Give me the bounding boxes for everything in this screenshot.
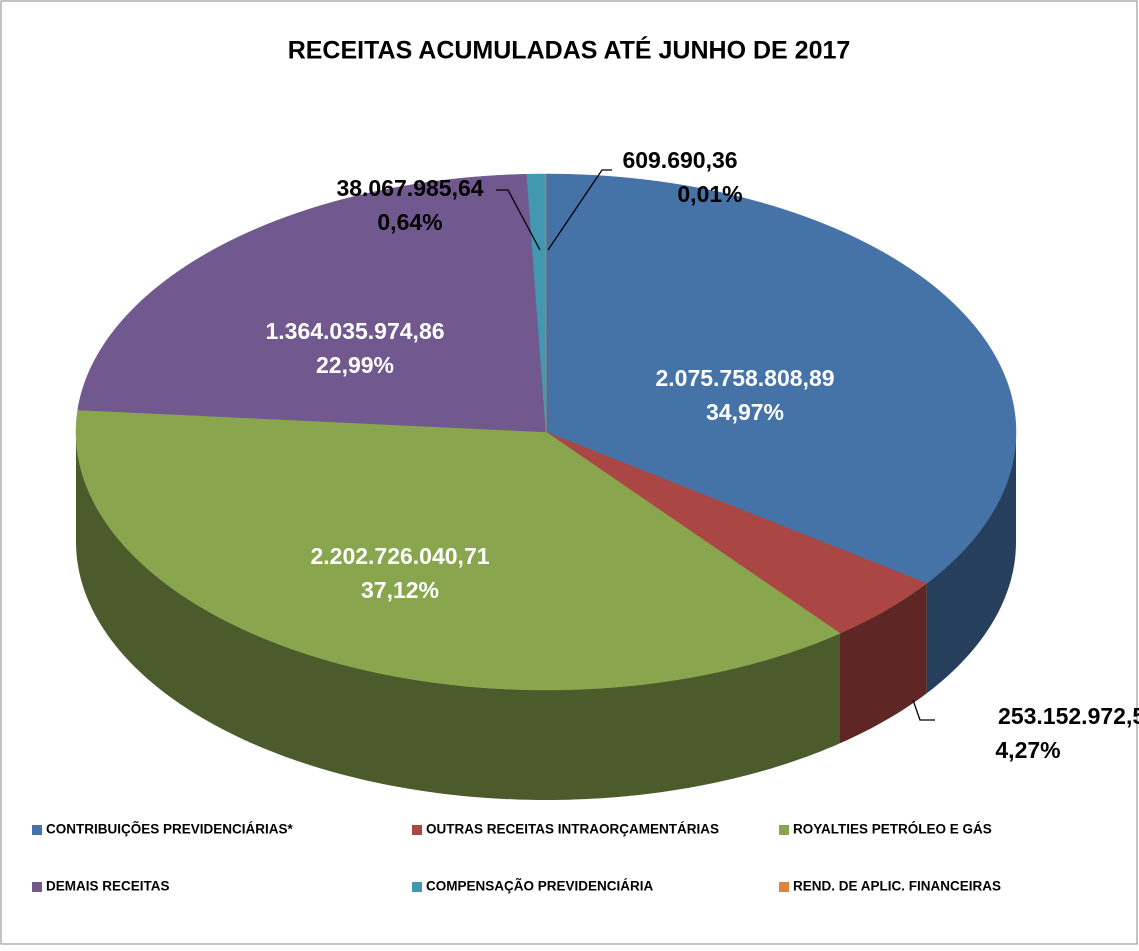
percent-label: 22,99% — [316, 352, 394, 378]
data-label: 253.152.972,58 — [998, 703, 1139, 729]
legend-swatch — [412, 825, 422, 835]
legend-swatch — [32, 882, 42, 892]
legend-label: REND. DE APLIC. FINANCEIRAS — [793, 879, 1001, 894]
chart-title: RECEITAS ACUMULADAS ATÉ JUNHO DE 2017 — [288, 36, 851, 65]
legend-label: ROYALTIES PETRÓLEO E GÁS — [793, 822, 992, 837]
legend-swatch — [779, 825, 789, 835]
percent-label: 37,12% — [361, 577, 439, 603]
legend-swatch — [779, 882, 789, 892]
data-label: 2.075.758.808,89 — [655, 365, 834, 391]
data-label: 609.690,36 — [622, 147, 737, 173]
legend-label: CONTRIBUIÇÕES PREVIDENCIÁRIAS* — [46, 822, 294, 837]
legend-label: OUTRAS RECEITAS INTRAORÇAMENTÁRIAS — [426, 822, 719, 837]
data-label: 2.202.726.040,71 — [310, 543, 489, 569]
percent-label: 4,27% — [995, 737, 1060, 763]
legend-swatch — [412, 882, 422, 892]
percent-label: 34,97% — [706, 399, 784, 425]
percent-label: 0,64% — [377, 209, 442, 235]
percent-label: 0,01% — [677, 181, 742, 207]
data-label: 1.364.035.974,86 — [265, 318, 444, 344]
legend-label: DEMAIS RECEITAS — [46, 879, 170, 894]
data-label: 38.067.985,64 — [336, 175, 483, 201]
legend-label: COMPENSAÇÃO PREVIDENCIÁRIA — [426, 879, 654, 894]
legend-swatch — [32, 825, 42, 835]
